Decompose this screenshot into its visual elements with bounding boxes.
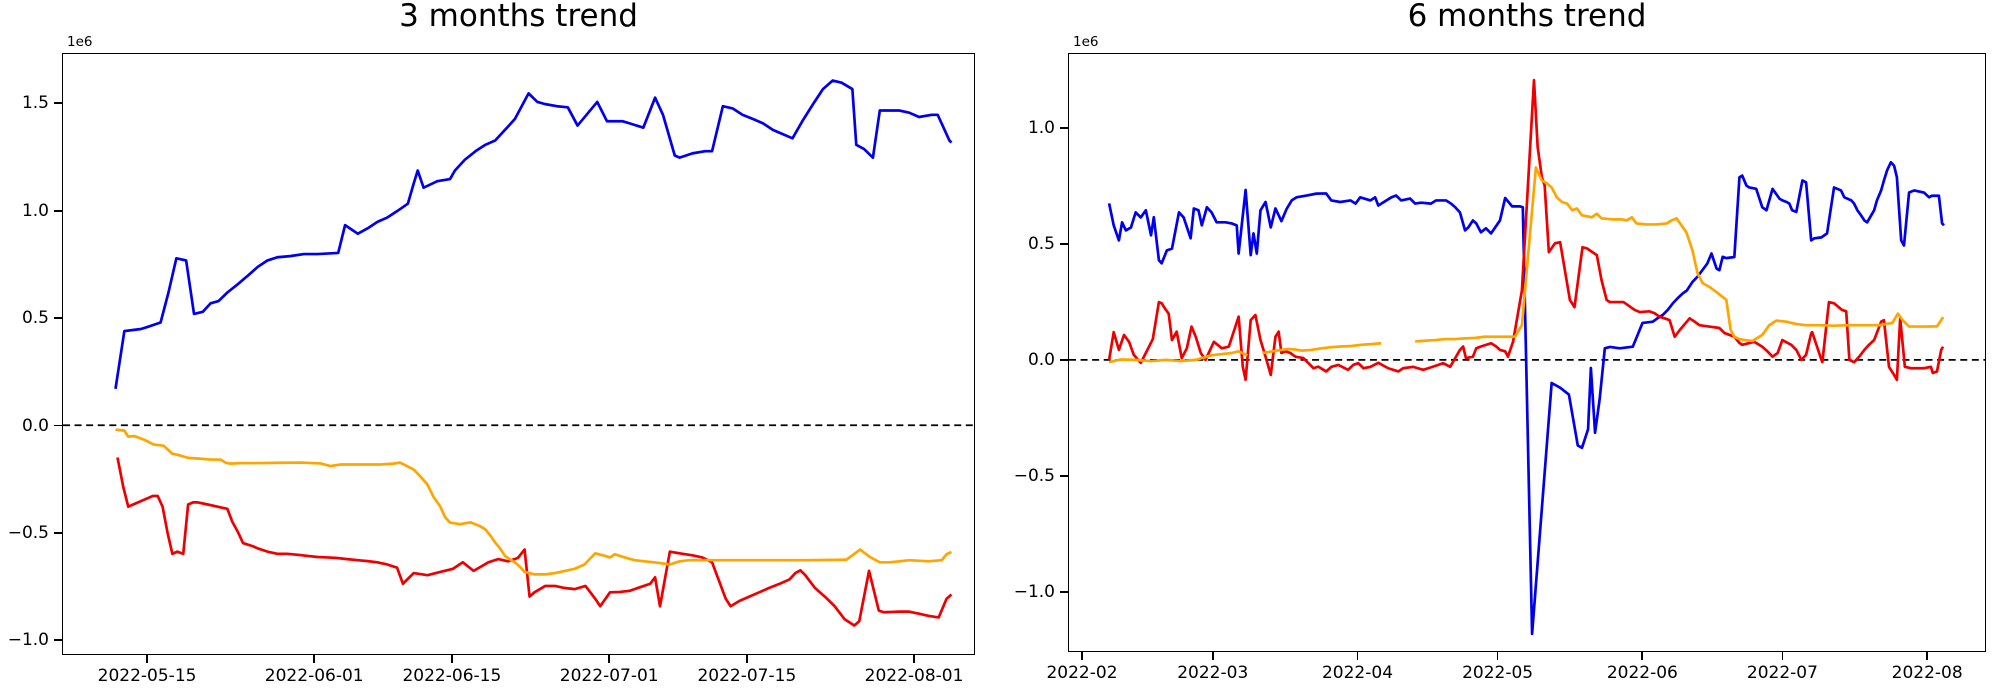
x-tick-label: 2022-08-01 [864, 666, 964, 686]
x-tick-label: 2022-06 [1606, 663, 1678, 683]
blue-line [1107, 160, 1945, 636]
y-tick-label: 1.0 [1027, 117, 1055, 138]
y-tick-label: 1.5 [21, 93, 49, 114]
x-tick-mark [1926, 652, 1929, 660]
x-tick-label: 2022-07-15 [697, 666, 797, 686]
plot-svg [1069, 78, 1985, 636]
x-tick-label: 2022-07-01 [559, 666, 659, 686]
y-tick-mark [1060, 591, 1068, 593]
x-tick-mark [913, 655, 915, 663]
chart-title: 6 months trend [1407, 0, 1647, 34]
x-tick-mark [313, 655, 316, 663]
x-tick-label: 2022-05-15 [97, 666, 197, 686]
y-tick-mark [1060, 475, 1068, 477]
y-axis-offset-label: 1e6 [1073, 34, 1099, 50]
x-tick-mark [146, 655, 148, 663]
orange-line [1108, 166, 1945, 364]
y-tick-mark [54, 532, 62, 534]
x-tick-mark [1081, 652, 1083, 660]
y-tick-label: 0.0 [21, 415, 49, 436]
x-tick-mark [1641, 652, 1644, 660]
x-tick-mark [745, 655, 748, 663]
y-tick-label: 1.0 [21, 200, 49, 221]
y-tick-label: −0.5 [7, 522, 49, 543]
x-tick-mark [608, 655, 611, 663]
y-tick-label: −1.0 [7, 630, 49, 651]
x-tick-label: 2022-07 [1746, 663, 1818, 683]
red-line [1107, 78, 1945, 382]
y-tick-mark [1060, 359, 1068, 361]
y-tick-label: −0.5 [1013, 465, 1055, 486]
x-tick-mark [1496, 652, 1499, 660]
orange-line [115, 428, 953, 576]
y-tick-mark [1060, 127, 1068, 129]
x-tick-label: 2022-02 [1046, 663, 1118, 683]
y-tick-mark [54, 424, 62, 427]
plot-svg [63, 79, 974, 627]
x-tick-label: 2022-06-15 [402, 666, 502, 686]
x-tick-label: 2022-03 [1177, 663, 1249, 683]
x-tick-label: 2022-08 [1891, 663, 1963, 683]
plot-area [1068, 53, 1986, 652]
y-tick-label: −1.0 [1013, 581, 1055, 602]
y-tick-label: 0.0 [1027, 349, 1055, 370]
y-tick-mark [54, 102, 62, 105]
x-tick-mark [1211, 652, 1214, 660]
y-tick-label: 0.5 [21, 308, 49, 329]
x-tick-mark [1781, 652, 1784, 660]
x-tick-mark [1356, 652, 1359, 660]
x-tick-label: 2022-04 [1321, 663, 1394, 683]
x-tick-mark [450, 655, 453, 663]
y-tick-mark [1060, 243, 1068, 245]
y-axis-offset-label: 1e6 [67, 34, 93, 50]
red-line [116, 457, 953, 627]
chart-title: 3 months trend [399, 0, 638, 34]
x-tick-label: 2022-05 [1462, 663, 1534, 683]
y-tick-mark [54, 317, 62, 320]
plot-area [62, 53, 975, 655]
y-tick-mark [54, 639, 62, 642]
x-tick-label: 2022-06-01 [264, 666, 364, 686]
blue-line [114, 79, 953, 390]
y-tick-mark [54, 209, 62, 212]
y-tick-label: 0.5 [1027, 233, 1055, 254]
